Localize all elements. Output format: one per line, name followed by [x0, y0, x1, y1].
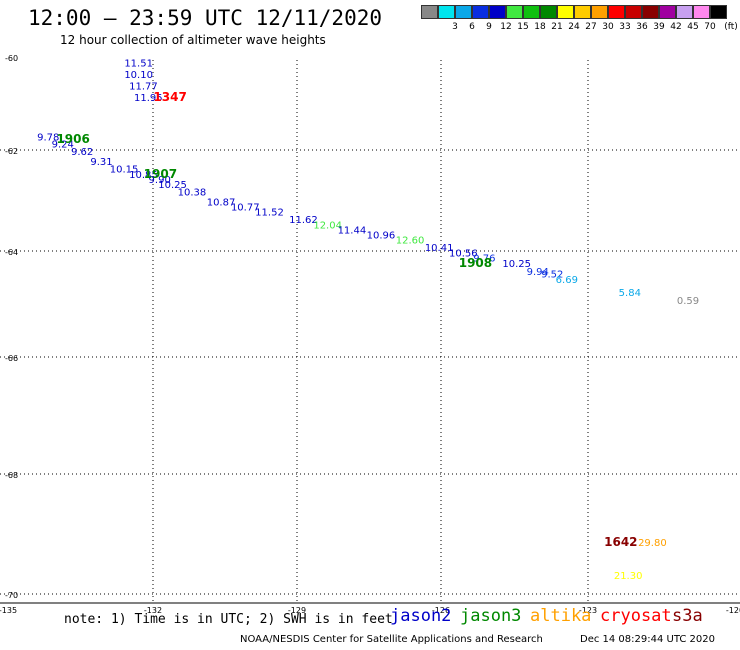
legend-tick-label: 9 [486, 22, 492, 32]
satellite-jason2: jason2 [390, 606, 452, 626]
satellite-jason3: jason3 [460, 606, 522, 626]
legend-swatch [574, 5, 591, 19]
wave-height-label: 11.51 [124, 58, 153, 69]
latitude-label: -64 [5, 248, 18, 257]
longitude-label: -129 [288, 606, 306, 615]
wave-height-label: 9.90 [149, 175, 171, 186]
wave-height-label: 11.62 [289, 215, 318, 226]
legend-swatch [472, 5, 489, 19]
legend-swatch [710, 5, 727, 19]
pass-time-label: 1642 [604, 535, 637, 549]
legend-swatch [506, 5, 523, 19]
wave-height-label: 10.41 [425, 243, 454, 254]
wave-height-label: 9.31 [90, 157, 112, 168]
wave-height-label: 10.15 [110, 165, 139, 176]
legend-swatch [625, 5, 642, 19]
footer-note: note: 1) Time is in UTC; 2) SWH is in fe… [64, 612, 393, 627]
credit-line: NOAA/NESDIS Center for Satellite Applica… [240, 634, 543, 645]
latitude-label: -60 [5, 54, 18, 63]
longitude-label: -135 [0, 606, 17, 615]
longitude-label: -120 [726, 606, 740, 615]
wave-height-label: 10.10 [124, 70, 153, 81]
latitude-label: -66 [5, 354, 18, 363]
legend-swatch [608, 5, 625, 19]
legend-tick-label: 70 [704, 22, 716, 32]
longitude-label: -132 [144, 606, 162, 615]
wave-height-label: 21.30 [614, 571, 643, 582]
legend-swatch [455, 5, 472, 19]
legend-tick-label: 21 [551, 22, 563, 32]
legend-swatch [659, 5, 676, 19]
page-title: 12:00 – 23:59 UTC 12/11/2020 [28, 6, 383, 30]
wave-height-label: 10.38 [178, 187, 207, 198]
legend-swatch [421, 5, 438, 19]
wave-height-label: 5.84 [619, 288, 641, 299]
pass-time-label: 1906 [56, 132, 89, 146]
legend-swatch [438, 5, 455, 19]
legend-tick-label: 39 [653, 22, 665, 32]
satellite-s3a: s3a [672, 606, 703, 626]
latitude-label: -68 [5, 471, 18, 480]
generation-timestamp: Dec 14 08:29:44 UTC 2020 [580, 634, 715, 645]
wave-height-label: 9.24 [52, 140, 74, 151]
legend-swatch [676, 5, 693, 19]
wave-height-label: 9.78 [37, 133, 59, 144]
wave-height-label: 0.59 [677, 296, 699, 307]
wave-height-label: 9.76 [473, 254, 495, 265]
legend-tick-label: 33 [619, 22, 631, 32]
latitude-label: -62 [5, 147, 18, 156]
legend-tick-label: 36 [636, 22, 648, 32]
latitude-label: -70 [5, 591, 18, 600]
legend-tick-label: 45 [687, 22, 699, 32]
wave-height-label: 10.85 [129, 170, 158, 181]
wave-height-label: 11.77 [129, 82, 158, 93]
wave-height-label: 12.60 [396, 235, 425, 246]
wave-height-label: 9.94 [527, 267, 549, 278]
wave-height-label: 10.56 [449, 248, 478, 259]
legend-tick-label: 15 [517, 22, 529, 32]
wave-height-label: 10.77 [231, 203, 260, 214]
wave-height-label: 10.87 [207, 198, 236, 209]
wave-height-label: 12.04 [313, 220, 342, 231]
legend-unit: (ft) [724, 22, 738, 32]
legend-swatch [557, 5, 574, 19]
legend-tick-label: 42 [670, 22, 682, 32]
wave-height-label: 10.25 [158, 180, 187, 191]
pass-time-label: 1907 [144, 167, 177, 181]
legend-swatch [489, 5, 506, 19]
legend-tick-label: 24 [568, 22, 580, 32]
wave-height-label: 9.62 [71, 147, 93, 158]
legend-tick-label: 3 [452, 22, 458, 32]
satellite-cryosat: cryosat [600, 606, 672, 626]
wave-height-label: 6.69 [556, 275, 578, 286]
legend-swatch [591, 5, 608, 19]
wave-height-label: 11.52 [255, 208, 284, 219]
legend-swatch [642, 5, 659, 19]
legend-swatch [523, 5, 540, 19]
wave-height-label: 29.80 [638, 538, 667, 549]
pass-time-label: 1347 [153, 90, 186, 104]
wave-height-label: 10.25 [502, 259, 531, 270]
legend-tick-label: 18 [534, 22, 546, 32]
legend-swatch [693, 5, 710, 19]
legend-tick-label: 27 [585, 22, 597, 32]
legend-tick-label: 12 [500, 22, 512, 32]
legend-tick-label: 30 [602, 22, 614, 32]
legend-tick-label: 6 [469, 22, 475, 32]
wave-height-label: 10.96 [367, 230, 396, 241]
satellite-altika: altika [530, 606, 592, 626]
page-subtitle: 12 hour collection of altimeter wave hei… [60, 33, 326, 47]
legend-swatch [540, 5, 557, 19]
wave-height-label: 11.44 [338, 225, 367, 236]
pass-time-label: 1908 [459, 256, 492, 270]
wave-height-label: 11.95 [134, 93, 163, 104]
longitude-label: -126 [432, 606, 450, 615]
longitude-label: -123 [579, 606, 597, 615]
wave-height-label: 9.52 [541, 270, 563, 281]
